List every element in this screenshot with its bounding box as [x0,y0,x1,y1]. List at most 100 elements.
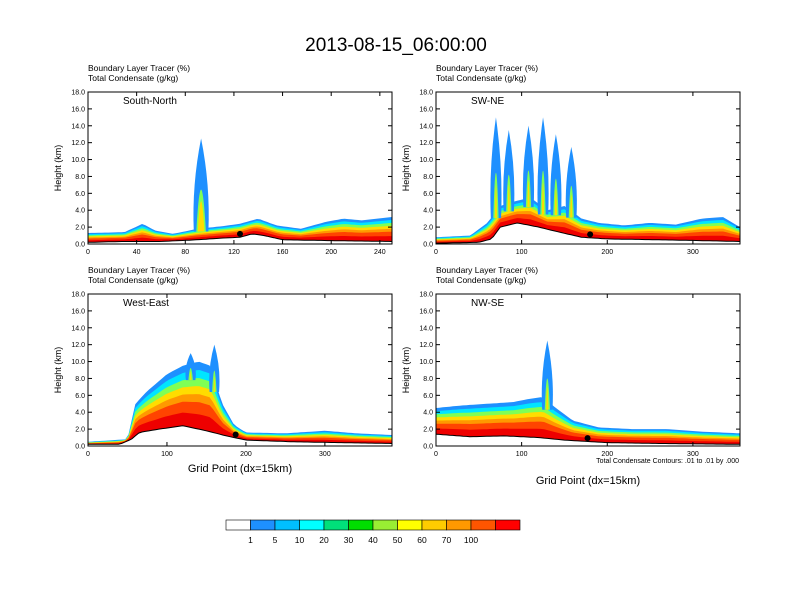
convective-tower-outer [550,134,562,216]
y-tick-label: 8.0 [75,174,85,181]
figure-title: 2013-08-15_06:00:00 [305,35,487,56]
colorbar-swatch [299,519,325,531]
y-tick-label: 8.0 [423,174,433,181]
contour-note: Total Condensate Contours: .01 to .01 by… [596,458,739,465]
convective-tower-inner [507,184,510,212]
y-tick-label: 12.0 [419,140,433,147]
y-tick-label: 12.0 [419,342,433,349]
terrain-fill [436,223,740,244]
x-tick-label: 100 [161,451,173,458]
cross-section-name: SW-NE [471,96,504,107]
plot-area [436,340,740,446]
y-tick-label: 2.0 [75,225,85,232]
y-axis-label: Height (km) [401,145,411,192]
plot-frame [87,293,393,447]
y-tick-label: 8.0 [75,376,85,383]
convective-tower-inner [554,188,558,216]
terrain-fill [88,425,392,446]
panel-header-condensate: Total Condensate (g/kg) [88,275,178,285]
colorbar-swatch [372,519,398,531]
panel-nw-se: Boundary Layer Tracer (%)Total Condensat… [401,265,741,458]
y-tick-label: 16.0 [71,106,85,113]
colorbar-label: 5 [273,535,278,545]
y-tick-label: 10.0 [419,359,433,366]
convective-tower-outer [537,117,549,215]
panel-west-east: Boundary Layer Tracer (%)Total Condensat… [53,265,393,458]
cross-section-name: South-North [123,96,177,107]
x-tick-label: 0 [86,451,90,458]
colorbar-label: 10 [295,535,305,545]
plot-frame [87,91,393,245]
y-tick-label: 18.0 [71,292,85,299]
y-tick-label: 16.0 [71,308,85,315]
y-tick-label: 2.0 [423,427,433,434]
colorbar-swatch [421,519,447,531]
convective-tower-inner [213,376,216,392]
xlabel-left: Grid Point (dx=15km) [188,463,292,475]
colorbar-label: 40 [368,535,378,545]
y-tick-label: 14.0 [71,325,85,332]
y-tick-label: 6.0 [75,393,85,400]
y-tick-label: 0.0 [423,444,433,451]
colorbar: 1 5 10 20 30 40 50 60 70 100 [225,519,521,545]
colorbar-label: 20 [319,535,329,545]
panel-south-north: Boundary Layer Tracer (%)Total Condensat… [53,63,393,256]
y-tick-label: 12.0 [71,342,85,349]
location-marker [584,435,591,442]
colorbar-swatch [397,519,423,531]
y-tick-label: 14.0 [419,123,433,130]
colorbar-swatch [495,519,521,531]
x-tick-label: 80 [181,249,189,256]
convective-tower-inner [546,387,549,410]
y-tick-label: 8.0 [423,376,433,383]
y-tick-label: 14.0 [71,123,85,130]
convective-tower-inner [494,185,498,219]
y-tick-label: 6.0 [423,191,433,198]
location-marker [232,431,239,438]
convective-tower-outer [193,138,209,232]
convective-tower-inner [189,371,192,381]
x-tick-label: 0 [86,249,90,256]
terrain-line [436,433,740,445]
location-marker [587,231,594,238]
convective-tower-outer [185,353,196,381]
y-tick-label: 2.0 [423,225,433,232]
y-tick-label: 16.0 [419,106,433,113]
colorbar-swatch [348,519,374,531]
cross-section-name: NW-SE [471,298,504,309]
panel-header-condensate: Total Condensate (g/kg) [88,73,178,83]
y-axis-label: Height (km) [401,347,411,394]
convective-tower-inner [527,180,530,208]
y-tick-label: 10.0 [71,157,85,164]
convective-tower-inner [197,201,205,232]
colorbar-swatch [470,519,496,531]
convective-tower-outer [490,117,502,219]
y-tick-label: 4.0 [423,410,433,417]
y-tick-label: 6.0 [423,393,433,400]
terrain-line [436,222,740,244]
y-tick-label: 0.0 [423,242,433,249]
colorbar-label: 70 [442,535,452,545]
x-tick-label: 160 [277,249,289,256]
colorbar-label: 60 [417,535,427,545]
y-axis-label: Height (km) [53,347,63,394]
colorbar-swatch [446,519,472,531]
colorbar-label: 50 [393,535,403,545]
x-tick-label: 200 [601,451,613,458]
panel-header-tracer: Boundary Layer Tracer (%) [436,265,538,275]
terrain-line [88,425,392,445]
x-tick-label: 100 [516,451,528,458]
x-tick-label: 240 [374,249,386,256]
colorbar-label: 100 [464,535,478,545]
plot-frame [435,91,741,245]
x-tick-label: 0 [434,249,438,256]
convective-tower-outer [541,340,553,410]
x-tick-label: 300 [319,451,331,458]
x-tick-label: 120 [228,249,240,256]
y-tick-label: 18.0 [419,90,433,97]
convective-tower-outer [565,146,577,218]
colorbar-label: 1 [248,535,253,545]
y-tick-label: 14.0 [419,325,433,332]
panel-header-condensate: Total Condensate (g/kg) [436,73,526,83]
colorbar-label: 30 [344,535,354,545]
